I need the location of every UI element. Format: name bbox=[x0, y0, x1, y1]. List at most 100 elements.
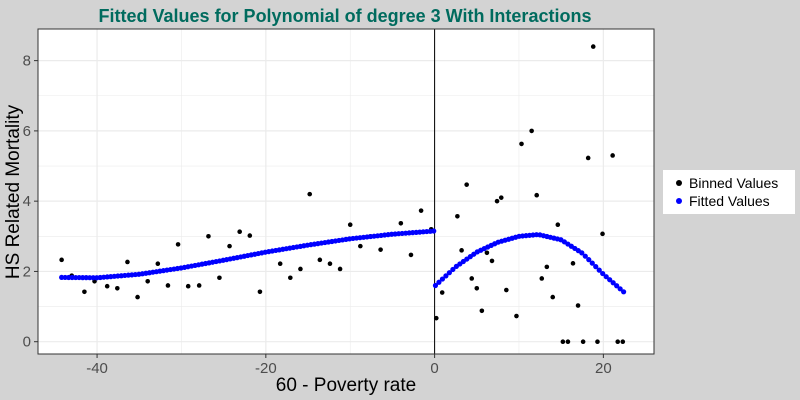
axis-ticks: -40 -20 0 20 0 2 4 6 8 bbox=[23, 53, 612, 377]
binned-point bbox=[418, 208, 424, 213]
fitted-values-series bbox=[59, 228, 627, 295]
binned-point bbox=[560, 339, 566, 345]
fitted-point bbox=[582, 253, 588, 259]
fitted-point bbox=[607, 277, 613, 283]
binned-point bbox=[615, 339, 621, 345]
binned-point bbox=[115, 285, 120, 291]
binned-point bbox=[489, 258, 495, 264]
binned-point bbox=[474, 285, 480, 291]
binned-point bbox=[358, 243, 363, 249]
binned-point bbox=[484, 250, 490, 256]
binned-point bbox=[196, 283, 202, 288]
binned-point bbox=[539, 276, 545, 281]
fitted-point bbox=[593, 264, 599, 270]
binned-point bbox=[337, 266, 343, 272]
fitted-point bbox=[446, 270, 452, 276]
binned-point bbox=[317, 257, 323, 263]
binned-point bbox=[227, 243, 232, 249]
binned-point bbox=[514, 313, 519, 319]
fitted-point bbox=[596, 267, 602, 273]
binned-point bbox=[307, 191, 313, 197]
y-tick-label: 2 bbox=[23, 263, 31, 280]
binned-point bbox=[555, 222, 561, 228]
binned-point bbox=[217, 275, 222, 281]
binned-point bbox=[82, 289, 87, 295]
legend: Binned Values Fitted Values bbox=[663, 170, 795, 214]
binned-point bbox=[595, 339, 600, 345]
fitted-point bbox=[610, 280, 616, 286]
legend-key-fitted bbox=[676, 198, 682, 204]
legend-key-binned bbox=[676, 180, 682, 186]
binned-point bbox=[145, 278, 150, 284]
y-tick-label: 6 bbox=[23, 123, 31, 140]
grid-layer bbox=[38, 29, 654, 354]
binned-point bbox=[529, 128, 534, 134]
fitted-point bbox=[586, 257, 592, 263]
binned-point bbox=[494, 198, 500, 204]
fitted-point bbox=[579, 250, 585, 256]
binned-point bbox=[288, 275, 293, 281]
binned-point bbox=[519, 141, 524, 147]
fitted-point bbox=[450, 266, 456, 273]
chart-title: Fitted Values for Polynomial of degree 3… bbox=[99, 6, 592, 26]
binned-point bbox=[347, 222, 353, 228]
binned-point bbox=[104, 283, 110, 289]
binned-point bbox=[433, 315, 439, 321]
binned-point bbox=[455, 213, 460, 219]
binned-point bbox=[175, 242, 181, 247]
fitted-point bbox=[443, 273, 449, 279]
fitted-point bbox=[589, 260, 595, 266]
binned-point bbox=[408, 252, 414, 258]
binned-point bbox=[125, 259, 130, 265]
y-tick-label: 0 bbox=[23, 334, 31, 351]
binned-point bbox=[590, 44, 596, 49]
binned-point bbox=[464, 182, 469, 187]
binned-point bbox=[185, 283, 191, 289]
binned-point bbox=[237, 229, 242, 235]
plot-border bbox=[37, 28, 655, 355]
binned-point bbox=[247, 233, 253, 238]
binned-point bbox=[59, 257, 64, 263]
binned-point bbox=[398, 220, 404, 226]
binned-point bbox=[469, 276, 475, 281]
fitted-point bbox=[439, 276, 446, 282]
binned-point bbox=[165, 283, 171, 288]
fitted-point bbox=[603, 274, 609, 280]
binned-point bbox=[575, 303, 581, 308]
fitted-point bbox=[617, 286, 623, 292]
binned-point bbox=[378, 247, 383, 252]
x-tick-label: 0 bbox=[430, 360, 438, 377]
y-axis-label: HS Related Mortality bbox=[3, 104, 24, 279]
binned-point bbox=[479, 308, 485, 314]
binned-point bbox=[550, 294, 556, 300]
y-tick-label: 8 bbox=[23, 53, 31, 70]
fitted-point bbox=[600, 270, 606, 277]
binned-point bbox=[257, 289, 263, 295]
binned-point bbox=[155, 261, 161, 267]
binned-point bbox=[459, 248, 464, 253]
binned-point bbox=[298, 266, 303, 272]
binned-point bbox=[135, 294, 140, 300]
y-tick-label: 4 bbox=[23, 193, 31, 210]
legend-label-binned: Binned Values bbox=[689, 175, 778, 191]
fitted-point bbox=[431, 228, 437, 234]
x-tick-label: -20 bbox=[255, 360, 277, 377]
fitted-point bbox=[614, 283, 620, 289]
legend-label-fitted: Fitted Values bbox=[689, 193, 770, 209]
x-axis-label: 60 - Poverty rate bbox=[276, 375, 416, 396]
binned-point bbox=[206, 233, 211, 239]
binned-point bbox=[498, 195, 504, 200]
binned-point bbox=[565, 339, 571, 345]
x-tick-label: 20 bbox=[595, 360, 612, 377]
binned-point bbox=[580, 339, 586, 345]
fitted-point bbox=[436, 279, 442, 285]
binned-point bbox=[570, 261, 576, 266]
legend-box bbox=[663, 170, 795, 214]
binned-point bbox=[534, 192, 540, 198]
fitted-point bbox=[621, 289, 627, 295]
binned-values-series bbox=[59, 44, 626, 345]
x-tick-label: -40 bbox=[86, 360, 108, 377]
binned-point bbox=[327, 261, 333, 267]
binned-point bbox=[544, 264, 550, 270]
binned-point bbox=[585, 155, 591, 161]
